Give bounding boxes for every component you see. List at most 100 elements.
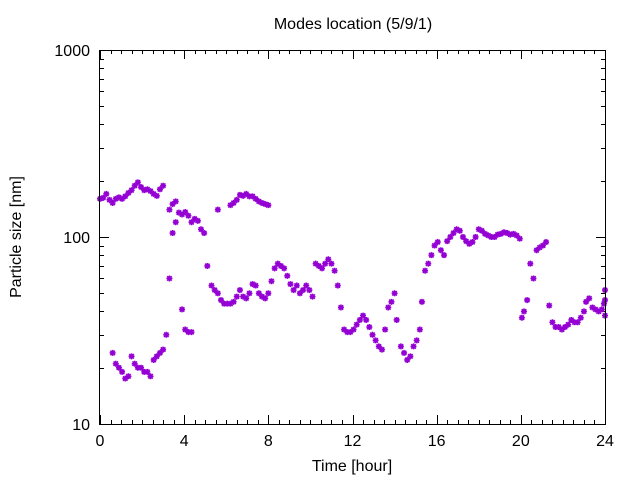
x-tick-label: 20: [512, 433, 530, 450]
data-point: [249, 193, 256, 200]
data-point: [262, 201, 269, 208]
data-point: [262, 295, 269, 302]
data-point: [201, 230, 208, 237]
data-point: [504, 230, 511, 237]
data-point: [252, 282, 259, 289]
x-tick-label: 8: [264, 433, 273, 450]
data-point: [131, 182, 138, 189]
data-point: [138, 364, 145, 371]
data-point: [583, 298, 590, 305]
data-point: [169, 201, 176, 208]
data-point: [144, 186, 151, 193]
data-point: [309, 293, 316, 300]
data-point: [444, 238, 451, 245]
data-point: [507, 231, 514, 238]
data-point: [175, 209, 182, 216]
data-point: [240, 192, 247, 199]
data-point: [268, 278, 275, 285]
data-point: [518, 314, 525, 321]
data-point: [600, 300, 607, 307]
data-point: [580, 308, 587, 315]
data-point: [418, 298, 425, 305]
data-point: [233, 196, 240, 203]
data-point: [571, 319, 578, 326]
data-point: [510, 230, 517, 237]
y-tick-label: 100: [63, 230, 90, 247]
data-point: [265, 202, 272, 209]
data-point: [360, 312, 367, 319]
data-point: [122, 375, 129, 382]
data-point: [428, 252, 435, 259]
data-point: [115, 364, 122, 371]
data-point: [236, 191, 243, 198]
data-point: [277, 262, 284, 269]
data-point: [322, 260, 329, 267]
data-point: [552, 324, 559, 331]
data-point: [119, 195, 126, 202]
data-point: [404, 356, 411, 363]
data-point: [472, 234, 479, 240]
data-point: [378, 346, 385, 353]
data-point: [469, 239, 476, 246]
data-point: [437, 247, 444, 254]
data-point: [271, 265, 278, 272]
data-point: [422, 267, 429, 274]
data-point: [134, 179, 141, 186]
data-point: [163, 331, 170, 338]
data-point: [565, 321, 572, 328]
data-point: [344, 329, 351, 336]
y-tick-label: 10: [72, 417, 90, 434]
data-point: [119, 368, 126, 375]
data-point: [240, 293, 247, 300]
data-point: [296, 290, 303, 297]
data-point: [172, 198, 179, 205]
data-point: [450, 230, 457, 237]
data-point: [246, 290, 253, 297]
data-point: [466, 240, 473, 247]
data-point: [315, 262, 322, 269]
data-point: [562, 324, 569, 331]
data-point: [169, 230, 176, 237]
data-point: [598, 306, 605, 313]
data-point: [243, 190, 250, 197]
data-point: [334, 282, 341, 289]
data-point: [549, 319, 556, 326]
y-tick-label: 1000: [54, 43, 90, 60]
data-point: [115, 194, 122, 201]
data-point: [337, 304, 344, 311]
data-point: [595, 308, 602, 315]
data-point: [224, 300, 231, 307]
data-point: [318, 265, 325, 272]
data-point: [413, 337, 420, 344]
data-point: [475, 226, 482, 233]
data-point: [112, 195, 119, 202]
data-point: [182, 209, 189, 216]
data-point: [536, 244, 543, 251]
data-point: [255, 290, 262, 297]
data-point: [259, 293, 266, 300]
data-point: [217, 297, 224, 304]
data-point: [397, 343, 404, 350]
data-point: [290, 287, 297, 294]
data-point: [150, 190, 157, 197]
data-point: [300, 287, 307, 294]
data-point: [306, 287, 313, 294]
data-point: [459, 234, 466, 240]
data-point: [230, 199, 237, 206]
data-point: [122, 193, 129, 200]
data-points: [97, 179, 608, 382]
data-point: [227, 300, 234, 307]
data-point: [524, 297, 531, 304]
data-point: [350, 326, 357, 333]
data-point: [128, 187, 135, 194]
data-point: [393, 316, 400, 323]
data-point: [259, 199, 266, 206]
data-point: [236, 287, 243, 294]
data-point: [208, 282, 215, 289]
data-point: [555, 324, 562, 331]
data-point: [109, 349, 116, 356]
data-point: [255, 198, 262, 205]
data-point: [134, 364, 141, 371]
data-point: [425, 260, 432, 267]
data-point: [478, 227, 485, 234]
